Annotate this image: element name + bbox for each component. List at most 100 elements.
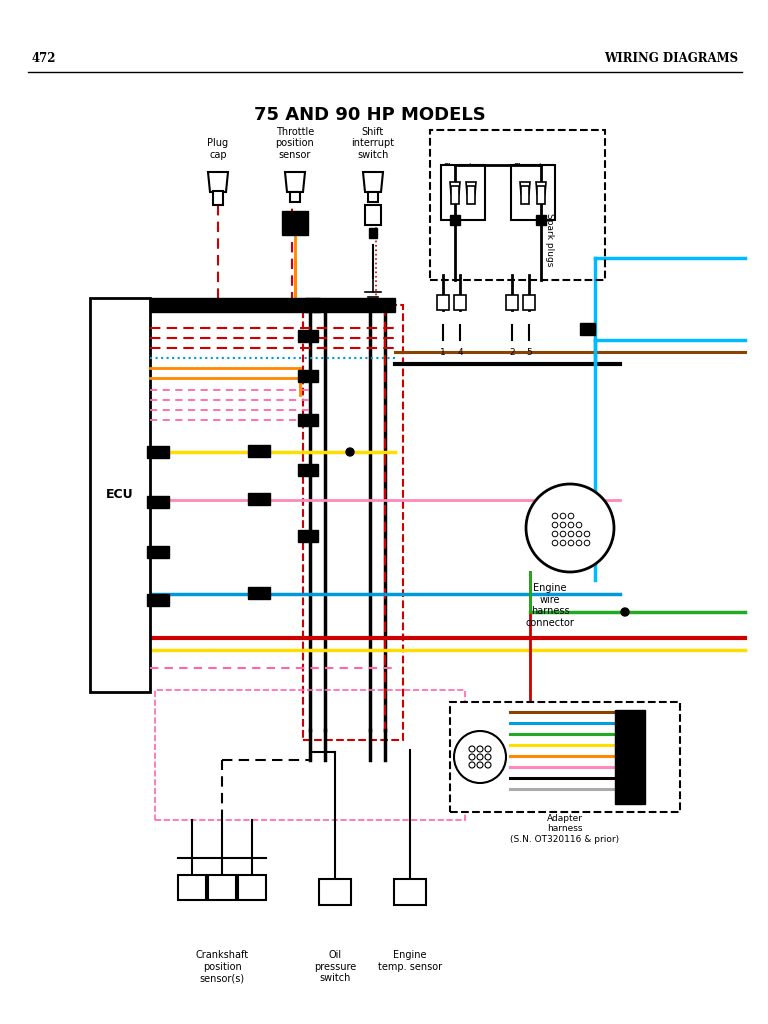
Circle shape <box>485 762 491 768</box>
Bar <box>248 493 270 505</box>
Circle shape <box>552 513 558 519</box>
Bar <box>298 370 318 382</box>
Circle shape <box>560 522 566 527</box>
Circle shape <box>560 541 566 546</box>
Text: Oil
pressure
switch: Oil pressure switch <box>314 950 356 983</box>
Polygon shape <box>208 172 228 193</box>
Circle shape <box>552 531 558 537</box>
Text: 5: 5 <box>526 348 532 357</box>
Text: Adapter
harness
(S.N. OT320116 & prior): Adapter harness (S.N. OT320116 & prior) <box>511 814 620 844</box>
Bar <box>303 305 403 740</box>
Text: 472: 472 <box>32 52 57 65</box>
Bar <box>178 874 206 900</box>
Polygon shape <box>285 172 305 193</box>
Circle shape <box>621 608 629 616</box>
Circle shape <box>584 531 590 537</box>
Text: Throttle
position
sensor: Throttle position sensor <box>276 127 314 160</box>
Bar <box>454 295 466 310</box>
Bar <box>580 323 595 335</box>
Bar <box>615 710 645 804</box>
Text: ECU: ECU <box>106 488 134 502</box>
Bar <box>213 191 223 205</box>
Bar <box>147 594 169 606</box>
Bar <box>147 446 169 458</box>
Circle shape <box>584 541 590 546</box>
Bar <box>238 874 266 900</box>
Bar <box>537 186 545 204</box>
Bar <box>208 874 236 900</box>
Bar <box>248 587 270 599</box>
Bar <box>450 702 680 812</box>
Polygon shape <box>520 182 530 194</box>
Circle shape <box>485 754 491 760</box>
Text: 4: 4 <box>457 348 463 357</box>
Text: Engine
temp. sensor: Engine temp. sensor <box>378 950 442 972</box>
Circle shape <box>469 746 475 752</box>
Circle shape <box>469 754 475 760</box>
Text: Crankshaft
position
sensor(s): Crankshaft position sensor(s) <box>195 950 249 983</box>
Bar <box>298 464 318 476</box>
Text: Charging
coil: Charging coil <box>442 163 484 182</box>
Bar <box>521 186 529 204</box>
Text: 75 AND 90 HP MODELS: 75 AND 90 HP MODELS <box>254 106 486 124</box>
Bar <box>365 205 381 225</box>
Circle shape <box>560 531 566 537</box>
Bar <box>394 879 426 905</box>
Polygon shape <box>450 182 460 194</box>
Bar <box>248 445 270 457</box>
Bar <box>506 295 518 310</box>
Bar <box>369 228 377 238</box>
Bar <box>451 186 459 204</box>
Bar <box>319 879 351 905</box>
Circle shape <box>576 541 582 546</box>
Bar <box>90 298 150 692</box>
Circle shape <box>552 541 558 546</box>
Bar <box>298 530 318 542</box>
Circle shape <box>526 484 614 572</box>
Bar <box>150 298 320 312</box>
Polygon shape <box>363 172 383 193</box>
Bar <box>282 211 308 234</box>
Polygon shape <box>536 182 546 194</box>
Circle shape <box>346 449 354 456</box>
Bar <box>368 193 378 202</box>
Circle shape <box>576 531 582 537</box>
Bar <box>298 330 318 342</box>
Circle shape <box>552 522 558 527</box>
Bar <box>147 546 169 558</box>
Circle shape <box>568 531 574 537</box>
Bar <box>298 414 318 426</box>
Text: Shift
interrupt
switch: Shift interrupt switch <box>352 127 395 160</box>
Bar <box>511 165 555 220</box>
Circle shape <box>485 746 491 752</box>
Circle shape <box>568 541 574 546</box>
Text: Charging
coil: Charging coil <box>512 163 554 182</box>
Bar <box>437 295 449 310</box>
Bar <box>430 130 605 280</box>
Bar <box>536 215 546 225</box>
Circle shape <box>576 522 582 527</box>
Circle shape <box>469 762 475 768</box>
Bar <box>290 193 300 202</box>
Bar <box>147 496 169 508</box>
Text: 1: 1 <box>440 348 446 357</box>
Text: 2: 2 <box>509 348 515 357</box>
Bar <box>441 165 485 220</box>
Bar <box>450 215 460 225</box>
Circle shape <box>560 513 566 519</box>
Bar <box>155 690 465 820</box>
Bar <box>523 295 535 310</box>
Circle shape <box>477 746 483 752</box>
Text: Engine
wire
harness
connector: Engine wire harness connector <box>525 583 574 628</box>
Polygon shape <box>466 182 476 194</box>
Text: Spark plugs: Spark plugs <box>545 213 554 266</box>
Text: WIRING DIAGRAMS: WIRING DIAGRAMS <box>604 52 738 65</box>
Text: Plug
cap: Plug cap <box>207 138 229 160</box>
Bar <box>305 298 395 312</box>
Circle shape <box>568 522 574 527</box>
Circle shape <box>477 762 483 768</box>
Circle shape <box>454 731 506 783</box>
Bar <box>467 186 475 204</box>
Circle shape <box>568 513 574 519</box>
Circle shape <box>477 754 483 760</box>
